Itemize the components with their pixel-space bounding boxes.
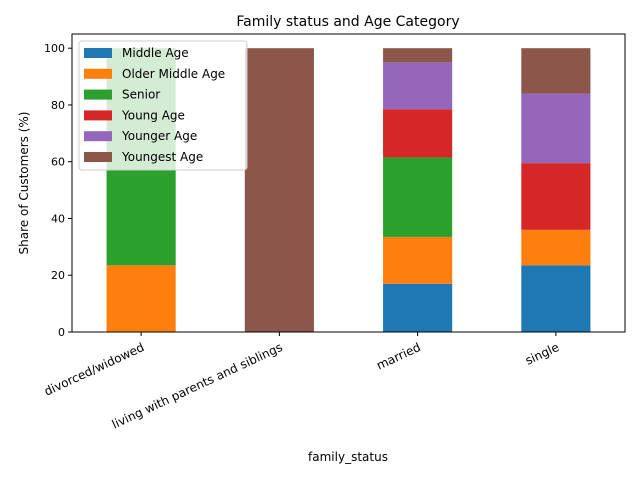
bar-segment-married-middle-age [383,283,453,332]
bar-segment-single-middle-age [521,265,591,332]
bar-segment-single-young-age [521,163,591,230]
bar-segment-married-youngest-age [383,48,453,63]
legend: Middle Age Older Middle Age Senior Young Ag… [78,40,248,171]
bar-segment-married-older-middle-age [383,236,453,284]
legend-swatch [84,48,112,58]
y-tick-label: 60 [51,156,65,169]
bar-segment-single-older-middle-age [521,229,591,266]
y-tick-label: 80 [51,99,65,112]
legend-swatch [84,152,112,162]
legend-swatch [84,68,112,79]
x-tick-label: single [523,340,561,368]
plot-area-frame [71,33,626,333]
legend-label: Senior [122,88,160,102]
bar-segment-single-younger-age [521,93,591,164]
y-tick-label: 20 [51,269,65,282]
legend-label: Middle Age [122,46,189,60]
legend-label: Older Middle Age [122,67,225,81]
x-tick-label: married [374,340,423,373]
y-axis: 0 20 40 60 80 100 [44,42,72,339]
bar-segment-divorced-widowed-older-middle-age [106,265,176,332]
legend-swatch [84,131,112,142]
legend-frame [78,40,248,171]
y-tick-label: 0 [58,326,65,339]
y-tick-label: 100 [44,42,65,55]
legend-label: Younger Age [121,129,197,143]
legend-swatch [84,89,112,100]
legend-label: Young Age [121,108,185,122]
bar-segment-single-youngest-age [521,48,591,94]
bar-segment-married-young-age [383,109,453,158]
bar-segment-living-with-parents-and-siblings-youngest-age [244,48,314,332]
legend-swatch [84,110,112,121]
bar-segment-married-senior [383,157,453,237]
x-tick-label: divorced/widowed [42,340,146,399]
x-axis-label: family_status [308,450,388,464]
bar-segment-married-younger-age [383,62,453,110]
y-tick-label: 40 [51,212,65,225]
chart-title: Family status and Age Category [236,14,459,30]
y-axis-label: Share of Customers (%) [17,112,31,255]
legend-label: Youngest Age [121,150,203,164]
